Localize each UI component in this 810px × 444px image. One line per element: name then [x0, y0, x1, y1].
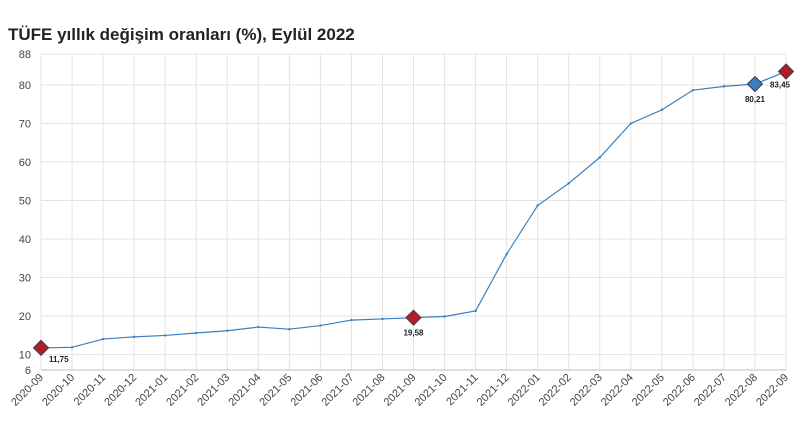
y-tick-label: 40: [19, 234, 31, 246]
x-tick-label: 2022-07: [692, 372, 729, 409]
data-point: [70, 346, 74, 349]
x-tick-label: 2022-04: [599, 372, 636, 409]
y-tick-label: 80: [19, 80, 31, 92]
data-point: [163, 334, 167, 337]
x-tick-label: 2021-07: [320, 372, 357, 409]
data-label: 80,21: [745, 95, 766, 104]
data-point: [350, 318, 353, 322]
data-label: 19,58: [403, 329, 424, 338]
y-tick-label: 70: [19, 118, 31, 130]
data-point: [443, 315, 446, 318]
data-point: [319, 324, 322, 327]
x-tick-label: 2022-02: [537, 372, 574, 409]
y-tick-label: 30: [19, 273, 31, 285]
data-label: 11,75: [49, 355, 69, 364]
data-point: [567, 182, 570, 185]
data-point: [257, 325, 260, 329]
data-point: [691, 88, 695, 92]
y-tick-label: 60: [19, 157, 31, 169]
diamond-marker: [32, 339, 50, 357]
x-tick-label: 2020-09: [9, 372, 46, 409]
data-point: [505, 252, 508, 256]
y-tick-label: 88: [19, 49, 31, 61]
x-tick-label: 2021-01: [133, 372, 170, 409]
x-tick-label: 2022-05: [630, 372, 667, 409]
y-tick-label: 50: [19, 195, 31, 207]
data-point: [536, 204, 539, 207]
diamond-marker: [746, 75, 764, 93]
x-tick-label: 2022-09: [754, 372, 791, 409]
data-point: [132, 335, 136, 339]
diamond-marker: [405, 309, 422, 326]
data-point: [226, 329, 229, 332]
data-point: [195, 331, 198, 335]
data-point: [288, 327, 291, 331]
x-tick-label: 2020-10: [40, 372, 77, 409]
x-tick-label: 2021-10: [413, 372, 450, 409]
x-tick-label: 2021-02: [164, 372, 201, 409]
x-tick-label: 2020-11: [72, 372, 108, 408]
data-point: [598, 156, 601, 159]
y-tick-label: 10: [19, 350, 31, 362]
x-tick-label: 2021-03: [195, 372, 232, 409]
data-point: [381, 317, 384, 321]
x-tick-label: 2021-06: [288, 372, 325, 409]
x-tick-label: 2022-01: [506, 372, 543, 409]
chart-title: TÜFE yıllık değişim oranları (%), Eylül …: [8, 25, 355, 44]
y-tick-label: 6: [25, 365, 31, 377]
data-point: [101, 337, 105, 341]
y-tick-label: 20: [19, 311, 31, 323]
data-point: [660, 108, 664, 112]
data-point: [474, 309, 477, 313]
x-tick-label: 2021-05: [257, 372, 294, 409]
x-tick-label: 2021-04: [226, 372, 263, 409]
x-tick-label: 2021-12: [475, 372, 512, 409]
x-tick-label: 2022-08: [723, 372, 760, 409]
data-point: [722, 85, 726, 88]
x-tick-label: 2021-11: [444, 372, 480, 408]
x-tick-label: 2021-08: [351, 372, 388, 409]
x-tick-label: 2022-06: [661, 372, 698, 409]
data-label: 83,45: [770, 81, 791, 90]
diamond-marker: [777, 63, 795, 80]
x-tick-label: 2020-12: [102, 372, 139, 409]
x-tick-label: 2021-09: [382, 372, 419, 409]
x-tick-label: 2022-03: [568, 372, 605, 409]
data-point: [629, 122, 632, 125]
